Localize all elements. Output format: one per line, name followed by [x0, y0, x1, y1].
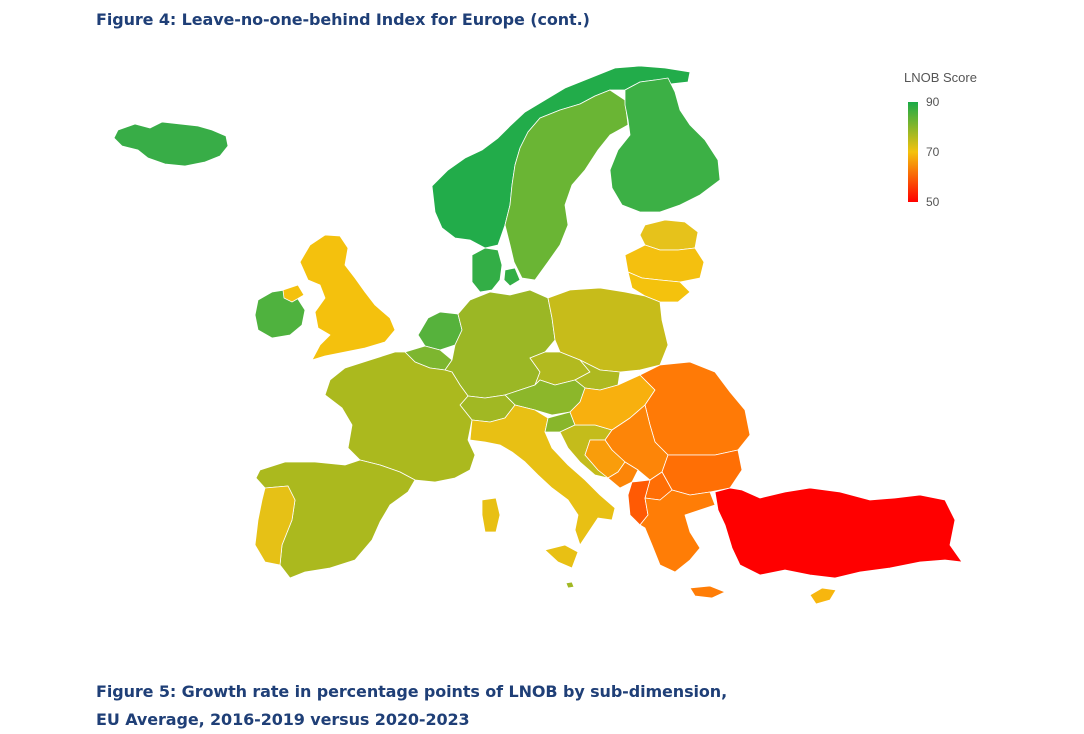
- legend-tick-90: 90: [926, 95, 940, 109]
- legend-tick-50: 50: [926, 195, 940, 209]
- figure-5-title-line1: Figure 5: Growth rate in percentage poin…: [96, 682, 728, 701]
- region-denmark: [471, 247, 521, 293]
- region-montenegro: [607, 461, 639, 489]
- region-cyprus: [809, 587, 837, 605]
- figure-4-title: Figure 4: Leave-no-one-behind Index for …: [96, 10, 590, 29]
- region-portugal: [254, 485, 296, 566]
- region-romania: [639, 361, 751, 456]
- figure-5-title-line2: EU Average, 2016-2019 versus 2020-2023: [96, 710, 470, 729]
- region-united-kingdom: [282, 234, 396, 361]
- region-malta: [565, 581, 575, 589]
- score-legend: LNOB Score 90 70 50: [898, 70, 998, 210]
- legend-title: LNOB Score: [904, 70, 977, 85]
- region-estonia: [639, 219, 699, 251]
- legend-tick-70: 70: [926, 145, 940, 159]
- europe-choropleth-map: [113, 65, 963, 605]
- region-lithuania: [627, 271, 691, 303]
- region-finland: [609, 77, 721, 213]
- region-italy: [469, 404, 616, 569]
- legend-color-bar: [908, 102, 918, 202]
- region-iceland: [113, 121, 229, 167]
- region-sweden: [504, 89, 629, 281]
- region-turkiye: [714, 487, 963, 579]
- region-greece: [639, 489, 726, 599]
- figure-5-title: Figure 5: Growth rate in percentage poin…: [96, 678, 727, 734]
- region-france: [324, 351, 476, 483]
